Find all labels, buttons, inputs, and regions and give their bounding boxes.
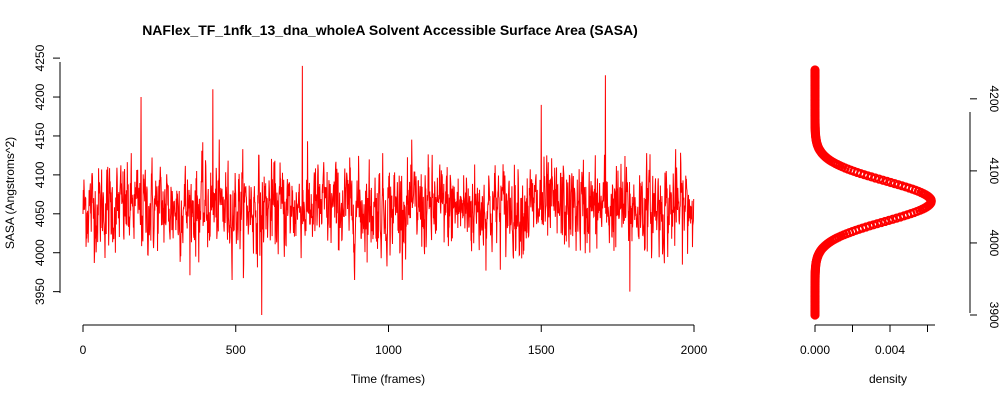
density-y-tick-label: 4100 xyxy=(987,158,1000,185)
y-tick-label: 4150 xyxy=(33,122,47,149)
density-y-tick-label: 4000 xyxy=(987,230,1000,257)
density-panel: 0.000 0.004 3900 4000 4100 4200 density xyxy=(800,65,1000,386)
x-tick-label: 1500 xyxy=(528,343,555,357)
density-y-tick-label: 4200 xyxy=(987,85,1000,112)
y-tick-label: 4050 xyxy=(33,200,47,227)
x-tick-label: 500 xyxy=(226,343,246,357)
density-point xyxy=(886,177,896,188)
sasa-series-line xyxy=(82,65,695,316)
y-tick-label: 4200 xyxy=(33,83,47,110)
density-x-tick-label: 0.004 xyxy=(875,343,905,357)
density-point xyxy=(880,216,890,227)
x-tick-label: 1000 xyxy=(375,343,402,357)
x-axis: 0 500 1000 1500 2000 xyxy=(80,324,708,357)
density-y-axis: 3900 4000 4100 4200 xyxy=(969,85,1000,329)
y-axis: 3950 4000 4050 4100 4150 4200 4250 xyxy=(33,44,61,305)
x-tick-label: 2000 xyxy=(681,343,708,357)
density-y-tick-label: 3900 xyxy=(987,302,1000,329)
y-tick-label: 4100 xyxy=(33,161,47,188)
y-axis-title: SASA (Angstroms^2) xyxy=(3,137,17,249)
density-point xyxy=(882,176,892,186)
density-series xyxy=(810,65,936,320)
x-axis-title: Time (frames) xyxy=(351,372,425,386)
density-x-axis: 0.000 0.004 xyxy=(800,324,935,357)
timeseries-panel: NAFlex_TF_1nfk_13_dna_wholeA Solvent Acc… xyxy=(3,22,708,386)
y-tick-label: 4250 xyxy=(33,44,47,71)
x-tick-label: 0 xyxy=(80,343,87,357)
chart-title: NAFlex_TF_1nfk_13_dna_wholeA Solvent Acc… xyxy=(142,22,638,38)
density-x-tick-label: 0.000 xyxy=(800,343,830,357)
density-x-axis-title: density xyxy=(869,372,907,386)
density-point xyxy=(872,219,882,229)
density-point xyxy=(810,65,820,75)
density-point xyxy=(876,217,886,228)
y-tick-label: 4000 xyxy=(33,239,47,266)
y-tick-label: 3950 xyxy=(33,278,47,305)
density-point xyxy=(878,175,888,185)
density-point xyxy=(884,215,894,225)
